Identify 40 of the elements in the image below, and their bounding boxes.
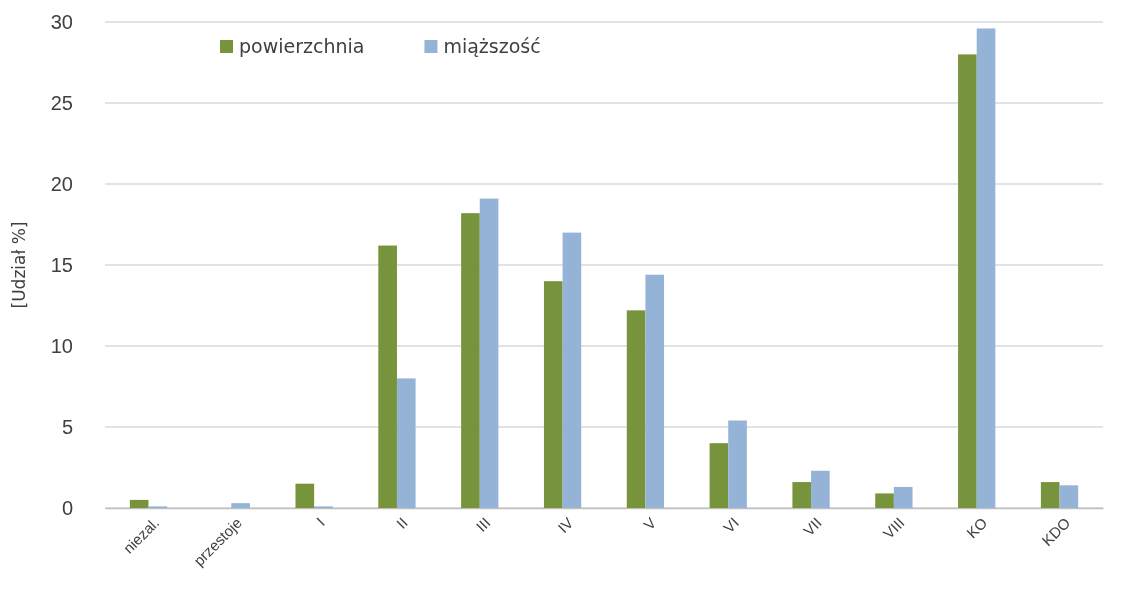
bar xyxy=(645,274,665,508)
bar xyxy=(893,486,913,508)
y-axis-title: [Udział %] xyxy=(9,221,29,309)
bar xyxy=(231,503,250,508)
bar xyxy=(728,420,747,508)
bar xyxy=(378,245,397,508)
x-tick-label: V xyxy=(640,514,660,534)
bar xyxy=(396,378,416,508)
bar xyxy=(479,198,499,508)
y-tick-label: 15 xyxy=(50,253,73,276)
bar xyxy=(1059,485,1079,508)
x-tick-label: III xyxy=(472,514,494,535)
bar xyxy=(976,28,996,508)
x-tick-label: I xyxy=(312,514,328,529)
x-tick-label: VI xyxy=(719,514,743,537)
y-tick-label: 5 xyxy=(61,415,73,438)
bar xyxy=(792,482,812,508)
bar xyxy=(1040,482,1060,508)
bar xyxy=(958,54,977,508)
y-tick-label: 0 xyxy=(61,496,73,519)
x-tick-label: KO xyxy=(963,514,991,542)
bar xyxy=(295,483,315,508)
x-tick-label: VII xyxy=(799,514,825,539)
legend-label: powierzchnia xyxy=(239,35,365,57)
bar xyxy=(811,470,830,508)
x-tick-label: II xyxy=(392,514,411,532)
bar xyxy=(129,499,149,508)
x-tick-label: IV xyxy=(554,514,577,537)
y-tick-label: 20 xyxy=(50,172,73,195)
y-tick-label: 10 xyxy=(50,334,73,357)
y-tick-label: 25 xyxy=(50,91,73,114)
bar xyxy=(875,493,894,508)
bar xyxy=(562,232,582,508)
bar xyxy=(709,443,729,508)
bar xyxy=(461,213,480,508)
bar xyxy=(626,310,646,508)
legend-label: miąższość xyxy=(443,35,541,57)
y-tick-label: 30 xyxy=(50,10,73,33)
x-tick-label: VIII xyxy=(879,514,908,542)
bar xyxy=(543,281,563,508)
